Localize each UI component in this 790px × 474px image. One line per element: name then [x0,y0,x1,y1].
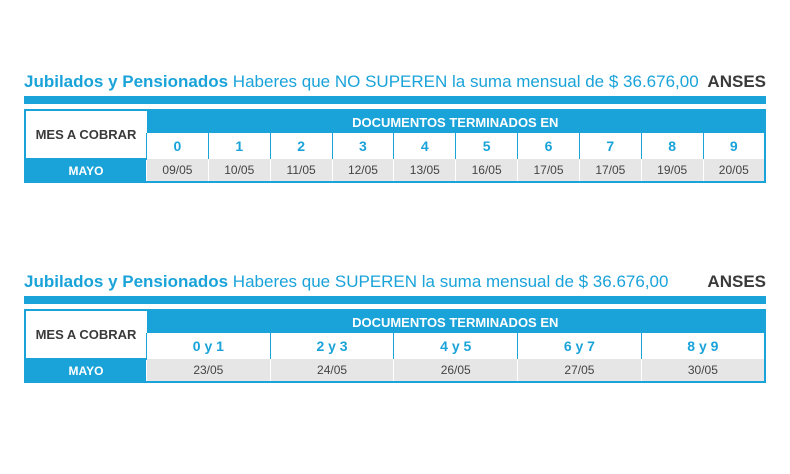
digits-row: 0 1 2 3 4 5 6 7 8 9 [25,133,765,159]
digit-cell: 8 y 9 [640,333,765,359]
section-header: Jubilados y Pensionados Haberes que SUPE… [24,271,766,293]
date-cell: 20/05 [702,159,765,182]
date-cell: 27/05 [517,359,642,382]
schedule-section-1: Jubilados y Pensionados Haberes que NO S… [24,71,766,183]
date-cell: 24/05 [269,359,394,382]
month-cell: MAYO [25,159,147,182]
date-cell: 10/05 [207,159,271,182]
schedule-table: MES A COBRAR DOCUMENTOS TERMINADOS EN 0 … [24,309,766,383]
title-bold: Jubilados y Pensionados [24,72,229,91]
section-header: Jubilados y Pensionados Haberes que NO S… [24,71,766,93]
digit-cell: 8 [640,133,704,159]
digit-cell: 6 [517,133,580,159]
anses-logo-text: ANSES [707,72,766,91]
date-cell: 13/05 [393,159,456,182]
title-rest: Haberes que NO SUPEREN la suma mensual d… [232,72,699,91]
digit-cell: 3 [331,133,394,159]
title-rest: Haberes que SUPEREN la suma mensual de $… [232,272,669,291]
digit-cell: 2 y 3 [269,333,394,359]
digit-cell: 2 [269,133,333,159]
documents-header: DOCUMENTOS TERMINADOS EN [146,310,765,333]
month-label-cell: MES A COBRAR [25,310,147,360]
documents-header: DOCUMENTOS TERMINADOS EN [146,110,765,133]
date-cell: 19/05 [640,159,704,182]
schedule-section-2: Jubilados y Pensionados Haberes que SUPE… [24,271,766,383]
title-bold: Jubilados y Pensionados [24,272,229,291]
date-cell: 12/05 [331,159,394,182]
date-cell: 11/05 [269,159,333,182]
digit-cell: 9 [702,133,765,159]
dates-row: MAYO 23/05 24/05 26/05 27/05 30/05 [25,359,765,382]
date-cell: 17/05 [578,159,642,182]
digits-row: 0 y 1 2 y 3 4 y 5 6 y 7 8 y 9 [25,333,765,359]
date-cell: 30/05 [640,359,765,382]
date-cell: 26/05 [393,359,518,382]
accent-bar [24,96,766,104]
date-cell: 17/05 [517,159,580,182]
section-title: Jubilados y Pensionados Haberes que NO S… [24,71,699,93]
digit-cell: 7 [578,133,642,159]
digit-cell: 4 [393,133,456,159]
date-cell: 09/05 [146,159,209,182]
accent-bar [24,296,766,304]
digit-cell: 4 y 5 [393,333,518,359]
anses-logo-text: ANSES [707,272,766,291]
month-cell: MAYO [25,359,147,382]
schedule-table: MES A COBRAR DOCUMENTOS TERMINADOS EN 0 … [24,109,766,183]
digit-cell: 0 y 1 [146,333,271,359]
digit-cell: 0 [146,133,209,159]
digit-cell: 5 [455,133,518,159]
date-cell: 23/05 [146,359,271,382]
date-cell: 16/05 [455,159,518,182]
month-label-cell: MES A COBRAR [25,110,147,160]
digit-cell: 1 [207,133,271,159]
dates-row: MAYO 09/05 10/05 11/05 12/05 13/05 16/05… [25,159,765,182]
digit-cell: 6 y 7 [517,333,642,359]
section-title: Jubilados y Pensionados Haberes que SUPE… [24,271,668,293]
